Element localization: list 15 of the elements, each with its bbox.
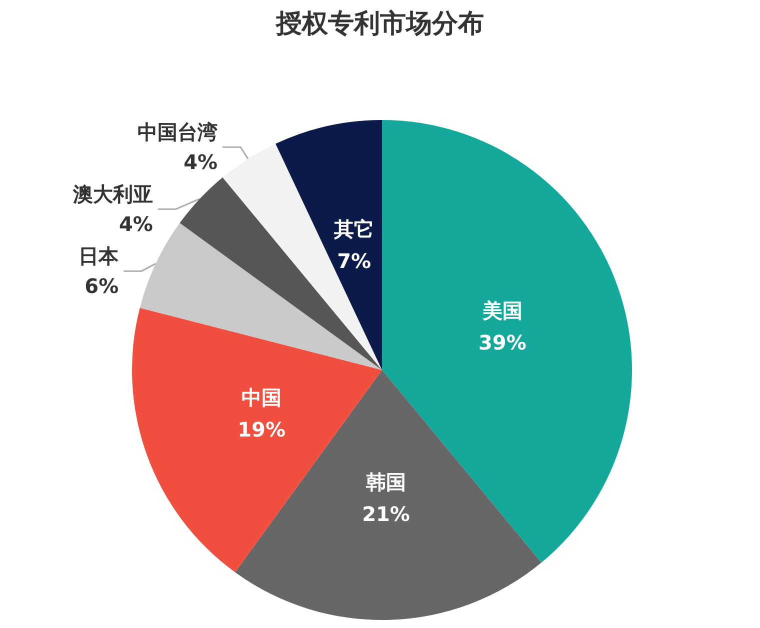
data-label: 6% (84, 274, 119, 298)
slice-label: 韩国 (365, 470, 406, 494)
slice-label: 日本 (78, 244, 120, 268)
data-label: 21% (362, 502, 410, 526)
slice-label: 美国 (481, 298, 522, 323)
data-label: 19% (238, 417, 286, 442)
slice-label: 澳大利亚 (72, 182, 153, 206)
slice-label: 其它 (333, 217, 374, 242)
slice-label: 中国 (242, 385, 282, 410)
chart-title: 授权专利市场分布 (275, 9, 484, 39)
data-label: 39% (478, 330, 526, 355)
slice-label: 中国台湾 (138, 120, 218, 144)
data-label: 4% (184, 150, 218, 174)
data-label: 4% (118, 212, 153, 236)
data-label: 7% (337, 249, 372, 274)
